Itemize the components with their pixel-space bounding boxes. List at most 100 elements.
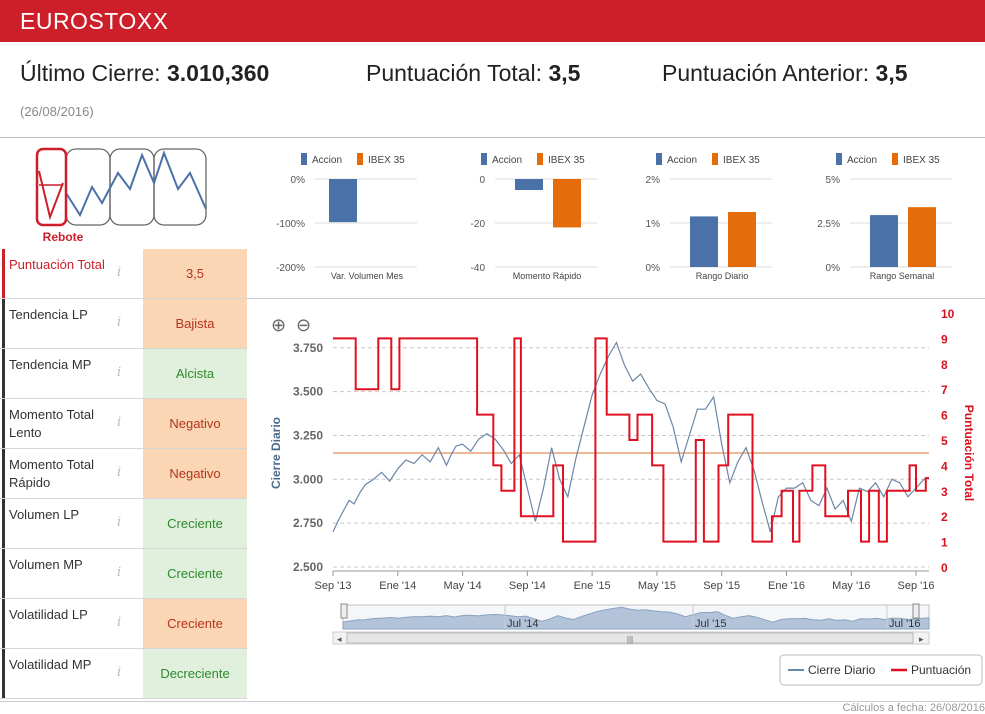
info-icon[interactable]: i bbox=[117, 465, 121, 480]
legend-puntuacion-label[interactable]: Puntuación bbox=[911, 663, 971, 677]
puntuacion-anterior: Puntuación Anterior: 3,5 bbox=[662, 60, 908, 87]
y-tick-label: 0% bbox=[646, 263, 661, 274]
zoom-in-icon[interactable]: ⊕ bbox=[271, 315, 286, 335]
x-tick-label: May '15 bbox=[638, 580, 676, 592]
indicator-value: Negativo bbox=[143, 449, 247, 498]
legend-accion-label: Accion bbox=[847, 155, 877, 166]
indicator-label: Volatilidad LP bbox=[2, 599, 117, 648]
series-puntuacion-line bbox=[333, 338, 929, 541]
y2-tick-label: 5 bbox=[941, 434, 948, 448]
bar-ibex bbox=[728, 212, 756, 267]
x-tick-label: May '14 bbox=[443, 580, 481, 592]
indicator-label: Volumen LP bbox=[2, 499, 117, 548]
indicator-label: Volumen MP bbox=[2, 549, 117, 598]
y-tick-label: -40 bbox=[471, 263, 486, 274]
indicator-value: Creciente bbox=[143, 499, 247, 548]
y-tick-label: 3.500 bbox=[293, 385, 323, 399]
y2-tick-label: 4 bbox=[941, 459, 948, 473]
summary-panel: Último Cierre: 3.010,360 Puntuación Tota… bbox=[0, 42, 985, 138]
y2-tick-label: 0 bbox=[941, 561, 948, 575]
legend-accion-label: Accion bbox=[667, 155, 697, 166]
summary-date: (26/08/2016) bbox=[20, 104, 94, 119]
puntuacion-anterior-label: Puntuación Anterior: bbox=[662, 60, 876, 86]
info-icon[interactable]: i bbox=[117, 365, 121, 380]
main-chart: ⊕⊖3.7503.5003.2503.0002.7502.50010987654… bbox=[247, 299, 985, 701]
indicator-value: 3,5 bbox=[143, 249, 247, 298]
y-tick-label: 5% bbox=[826, 175, 841, 186]
legend-ibex-label: IBEX 35 bbox=[548, 155, 585, 166]
indicator-value: Alcista bbox=[143, 349, 247, 398]
legend-cierre-label[interactable]: Cierre Diario bbox=[808, 663, 876, 677]
y2-tick-label: 1 bbox=[941, 536, 948, 550]
y-tick-label: -100% bbox=[276, 219, 305, 230]
footer: Cálculos a fecha: 26/08/2016 bbox=[0, 701, 985, 713]
legend-ibex-label: IBEX 35 bbox=[368, 155, 405, 166]
bar-accion bbox=[690, 216, 718, 267]
info-icon[interactable]: i bbox=[117, 315, 121, 330]
x-tick-label: Ene '15 bbox=[574, 580, 611, 592]
x-tick-label: May '16 bbox=[832, 580, 870, 592]
ultimo-cierre-label: Último Cierre: bbox=[20, 60, 167, 86]
indicator-value: Bajista bbox=[143, 299, 247, 348]
scroll-left-icon[interactable]: ◂ bbox=[337, 634, 342, 644]
scroll-right-icon[interactable]: ▸ bbox=[919, 634, 924, 644]
y-tick-label: 3.000 bbox=[293, 472, 323, 486]
legend-accion-label: Accion bbox=[492, 155, 522, 166]
x-tick-label: Ene '16 bbox=[768, 580, 805, 592]
info-icon[interactable]: i bbox=[117, 265, 121, 280]
legend-accion-swatch bbox=[656, 153, 662, 165]
indicator-label: Volatilidad MP bbox=[2, 649, 117, 698]
bar-ibex bbox=[908, 207, 936, 267]
y-tick-label: 0% bbox=[291, 175, 306, 186]
y2-tick-label: 2 bbox=[941, 510, 948, 524]
legend-ibex-swatch bbox=[357, 153, 363, 165]
navigator-tick-label: Jul '16 bbox=[889, 618, 920, 630]
info-icon[interactable]: i bbox=[117, 565, 121, 580]
info-icon[interactable]: i bbox=[117, 415, 121, 430]
info-icon[interactable]: i bbox=[117, 515, 121, 530]
navigator-left-handle[interactable] bbox=[341, 604, 347, 618]
indicator-value: Creciente bbox=[143, 549, 247, 598]
y2-tick-label: 6 bbox=[941, 409, 948, 423]
y2-tick-label: 10 bbox=[941, 307, 955, 321]
y-tick-label: 2% bbox=[646, 175, 661, 186]
indicator-value: Negativo bbox=[143, 399, 247, 448]
ultimo-cierre: Último Cierre: 3.010,360 bbox=[20, 60, 269, 87]
legend-accion-label: Accion bbox=[312, 155, 342, 166]
zoom-out-icon[interactable]: ⊖ bbox=[296, 315, 311, 335]
navigator-right-handle[interactable] bbox=[913, 604, 919, 618]
info-icon[interactable]: i bbox=[117, 615, 121, 630]
y-tick-label: 1% bbox=[646, 219, 661, 230]
indicator-label: Tendencia MP bbox=[2, 349, 117, 398]
info-icon[interactable]: i bbox=[117, 665, 121, 680]
calc-date: Cálculos a fecha: 26/08/2016 bbox=[843, 702, 985, 714]
legend-accion-swatch bbox=[301, 153, 307, 165]
puntuacion-total-label: Puntuación Total: bbox=[366, 60, 548, 86]
puntuacion-anterior-value: 3,5 bbox=[876, 60, 908, 86]
y-tick-label: 2.5% bbox=[817, 219, 840, 230]
bar-accion bbox=[870, 215, 898, 267]
navigator-tick-label: Jul '14 bbox=[507, 618, 538, 630]
x-tick-label: Sep '13 bbox=[315, 580, 352, 592]
indicator-value: Creciente bbox=[143, 599, 247, 648]
y-tick-label: 2.500 bbox=[293, 560, 323, 574]
puntuacion-total: Puntuación Total: 3,5 bbox=[366, 60, 580, 87]
y-tick-label: 0 bbox=[479, 175, 485, 186]
indicator-label: Momento Total Rápido bbox=[2, 449, 117, 498]
y2-axis-title: Puntuación Total bbox=[962, 405, 976, 501]
mini-chart-title: Momento Rápido bbox=[513, 271, 582, 281]
navigator-tick-label: Jul '15 bbox=[695, 618, 726, 630]
